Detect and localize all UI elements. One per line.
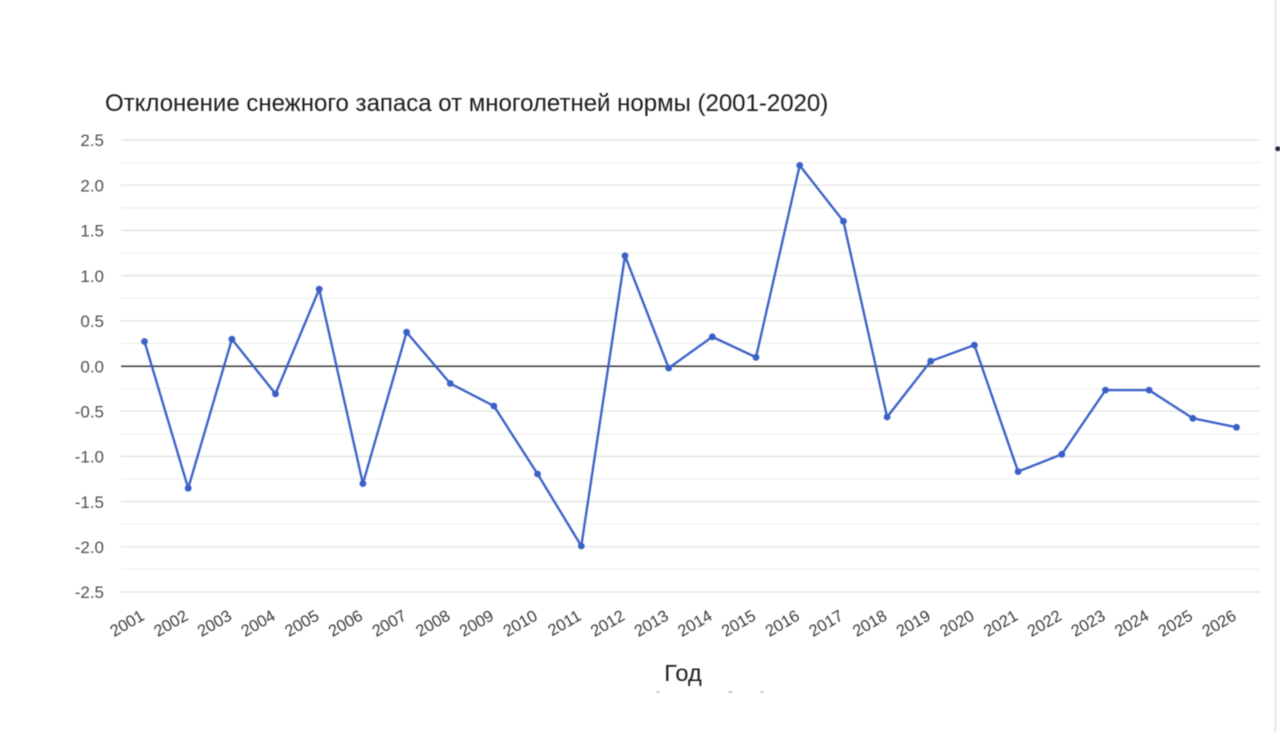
svg-text:Год: Год bbox=[664, 660, 702, 686]
svg-text:Отклонение снежного запаса от: Отклонение снежного запаса от многолетне… bbox=[105, 90, 828, 117]
svg-text:2.5: 2.5 bbox=[80, 131, 104, 150]
svg-text:1.5: 1.5 bbox=[80, 222, 104, 241]
svg-text:-1.0: -1.0 bbox=[75, 448, 104, 467]
svg-text:-2.5: -2.5 bbox=[75, 583, 104, 602]
svg-text:-2.0: -2.0 bbox=[75, 538, 104, 557]
svg-text:2.0: 2.0 bbox=[80, 176, 104, 195]
svg-text:0.0: 0.0 bbox=[80, 357, 104, 376]
svg-text:-0.5: -0.5 bbox=[75, 402, 104, 421]
svg-text:-1.5: -1.5 bbox=[75, 493, 104, 512]
svg-text:1.0: 1.0 bbox=[80, 267, 104, 286]
svg-text:0.5: 0.5 bbox=[80, 312, 104, 331]
